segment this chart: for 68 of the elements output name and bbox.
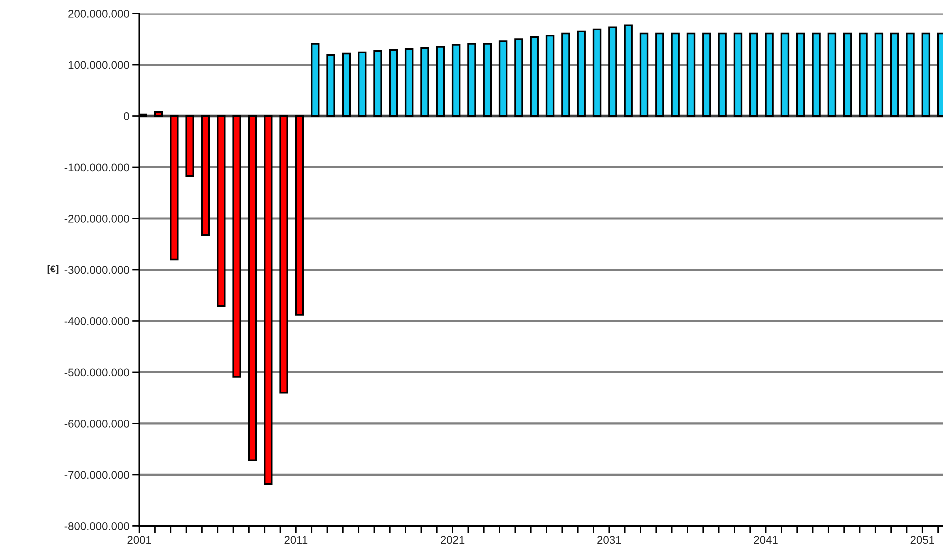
bar <box>796 32 806 118</box>
x-tick-label: 2051 <box>910 536 934 544</box>
bar <box>436 46 446 118</box>
bar <box>154 111 164 118</box>
bar <box>358 52 367 118</box>
bar <box>452 44 461 118</box>
bar <box>750 32 758 118</box>
bar <box>608 26 618 118</box>
bar <box>592 28 602 118</box>
y-tick-label: 0 <box>124 112 130 120</box>
bar <box>530 36 539 118</box>
bar <box>295 115 304 316</box>
y-tick-label: -500.000.000 <box>64 368 130 377</box>
bar <box>640 32 649 118</box>
bar <box>498 40 508 118</box>
y-axis-title: [€] <box>48 265 59 275</box>
bar <box>217 115 226 308</box>
bar <box>577 30 586 118</box>
bar <box>248 115 258 462</box>
bar <box>702 32 712 118</box>
bar <box>656 32 664 118</box>
bar <box>686 32 696 118</box>
bar <box>326 54 336 118</box>
bar <box>780 32 790 118</box>
bar <box>843 32 852 118</box>
bar <box>890 32 900 118</box>
bar <box>546 34 555 118</box>
y-tick-label: -100.000.000 <box>64 164 130 172</box>
bar <box>671 32 680 118</box>
bar <box>389 49 398 118</box>
bar <box>232 115 242 378</box>
y-tick-label: -800.000.000 <box>64 522 130 530</box>
bar <box>718 32 727 118</box>
y-tick-label: -400.000.000 <box>64 318 130 326</box>
bar <box>404 48 414 118</box>
bar <box>186 115 194 178</box>
bar <box>812 32 821 118</box>
bar <box>264 115 273 486</box>
bar <box>859 32 868 118</box>
x-tick-label: 2031 <box>598 536 622 544</box>
x-tick-label: 2011 <box>284 536 308 544</box>
bar <box>828 32 837 118</box>
bar <box>922 32 931 118</box>
bar <box>906 32 915 118</box>
x-tick-label: 2001 <box>128 536 152 544</box>
y-tick-label: 200.000.000 <box>68 10 130 18</box>
bar <box>765 32 774 118</box>
bar <box>483 43 492 118</box>
bar <box>624 24 633 118</box>
bar <box>201 115 210 236</box>
y-tick-label: 100.000.000 <box>68 61 130 70</box>
bar <box>342 52 352 118</box>
bar <box>420 47 430 118</box>
y-tick-label: -200.000.000 <box>64 215 130 223</box>
bar <box>874 32 884 118</box>
bar <box>280 115 288 394</box>
x-tick-label: 2021 <box>440 536 465 544</box>
bar <box>562 32 570 118</box>
y-tick-label: -600.000.000 <box>64 420 130 428</box>
bar <box>374 50 382 118</box>
y-tick-label: -300.000.000 <box>64 266 130 274</box>
bar <box>514 38 524 118</box>
bar <box>311 43 320 118</box>
x-tick-label: 2041 <box>754 536 778 544</box>
bar <box>734 32 743 118</box>
bar <box>170 115 179 261</box>
bar <box>468 43 476 118</box>
y-tick-label: -700.000.000 <box>64 471 130 480</box>
